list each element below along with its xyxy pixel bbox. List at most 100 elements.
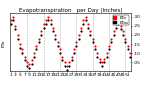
Point	[61, 56, 64, 57]
Point	[84, 20, 87, 21]
Point	[12, 16, 14, 17]
Point	[91, 38, 94, 39]
Text: ETo: ETo	[2, 40, 6, 47]
Point	[47, 16, 49, 17]
Point	[91, 41, 94, 43]
Point	[124, 41, 127, 43]
Point	[105, 52, 108, 54]
Point	[66, 69, 68, 70]
Point	[56, 45, 59, 47]
Point	[89, 34, 92, 36]
Point	[105, 56, 108, 57]
Point	[87, 27, 89, 28]
Title: Evapotranspiration   per Day (Inches): Evapotranspiration per Day (Inches)	[19, 8, 122, 13]
Point	[12, 20, 14, 21]
Point	[68, 65, 71, 67]
Point	[110, 38, 113, 39]
Point	[103, 62, 106, 63]
Point	[129, 56, 131, 57]
Point	[49, 20, 52, 21]
Point	[122, 34, 124, 36]
Point	[82, 20, 84, 21]
Point	[110, 41, 113, 43]
Point	[119, 25, 122, 27]
Point	[38, 41, 40, 43]
Point	[61, 60, 64, 61]
Point	[101, 62, 103, 63]
Point	[21, 52, 24, 54]
Point	[73, 52, 75, 54]
Point	[35, 45, 38, 47]
Point	[16, 38, 19, 39]
Point	[9, 20, 12, 21]
Point	[119, 29, 122, 30]
Point	[101, 65, 103, 67]
Point	[126, 45, 129, 47]
Point	[117, 20, 120, 21]
Point	[87, 23, 89, 25]
Point	[124, 38, 127, 39]
Point	[35, 49, 38, 50]
Point	[54, 38, 56, 39]
Point	[52, 31, 54, 32]
Point	[31, 63, 33, 65]
Point	[126, 49, 129, 50]
Point	[98, 62, 101, 63]
Point	[28, 63, 31, 65]
Point	[26, 65, 28, 67]
Point	[122, 31, 124, 32]
Point	[59, 52, 61, 54]
Point	[24, 60, 26, 61]
Point	[26, 62, 28, 63]
Point	[40, 34, 42, 36]
Point	[96, 52, 99, 54]
Point	[77, 34, 80, 36]
Point	[42, 23, 45, 25]
Point	[80, 31, 82, 32]
Point	[56, 41, 59, 43]
Point	[33, 52, 35, 54]
Point	[112, 34, 115, 36]
Point	[42, 27, 45, 28]
Point	[73, 49, 75, 50]
Point	[94, 45, 96, 47]
Point	[19, 47, 21, 48]
Point	[47, 20, 49, 21]
Point	[63, 65, 66, 67]
Point	[84, 16, 87, 17]
Point	[54, 34, 56, 36]
Point	[89, 31, 92, 32]
Point	[70, 60, 73, 61]
Point	[52, 27, 54, 28]
Point	[28, 67, 31, 68]
Point	[98, 58, 101, 59]
Point	[108, 45, 110, 47]
Point	[115, 23, 117, 25]
Point	[75, 45, 78, 47]
Point	[16, 34, 19, 36]
Point	[45, 20, 47, 21]
Point	[94, 49, 96, 50]
Point	[82, 23, 84, 25]
Point	[45, 23, 47, 25]
Point	[49, 23, 52, 25]
Point	[59, 49, 61, 50]
Point	[66, 65, 68, 67]
Point	[9, 23, 12, 25]
Point	[21, 49, 24, 50]
Point	[63, 62, 66, 63]
Point	[103, 58, 106, 59]
Point	[96, 56, 99, 57]
Point	[129, 52, 131, 54]
Point	[40, 31, 42, 32]
Point	[14, 25, 17, 27]
Legend: ETo, ETos: ETo, ETos	[113, 15, 129, 25]
Point	[38, 38, 40, 39]
Point	[80, 27, 82, 28]
Point	[115, 27, 117, 28]
Point	[14, 29, 17, 30]
Point	[77, 38, 80, 39]
Point	[24, 56, 26, 57]
Point	[70, 56, 73, 57]
Point	[117, 23, 120, 25]
